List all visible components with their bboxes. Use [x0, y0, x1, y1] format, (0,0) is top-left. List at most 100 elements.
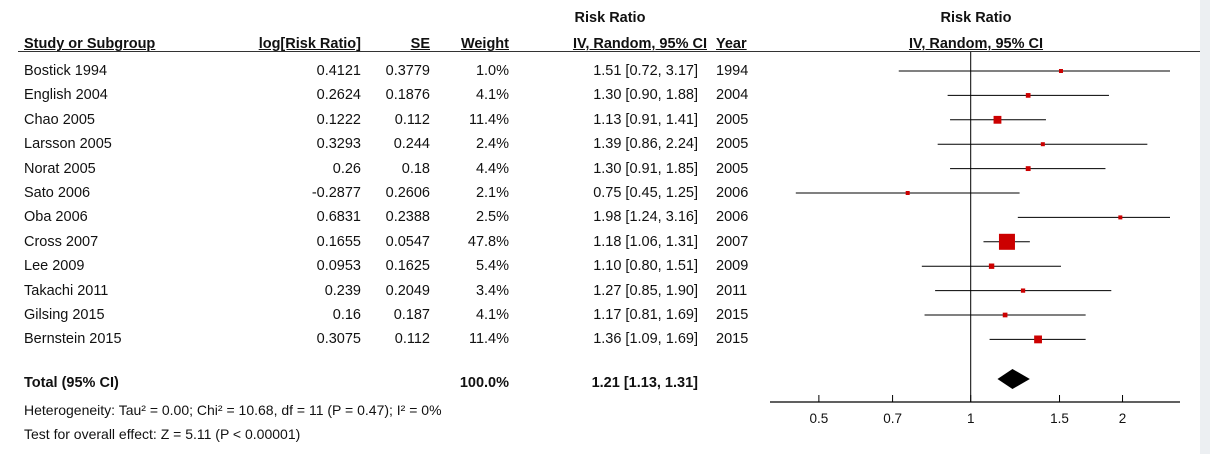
weight-value: 2.1%	[475, 185, 509, 201]
se-value: 0.2388	[385, 209, 430, 226]
x-tick-label: 1.5	[1050, 411, 1069, 426]
year-value: 2015	[716, 307, 749, 323]
se-value: 0.2606	[385, 185, 430, 201]
se-value: 0.3779	[385, 63, 430, 79]
se-value: 0.112	[394, 331, 430, 348]
log-risk-ratio-value: 0.3075	[316, 331, 361, 348]
year-value: 2006	[716, 185, 749, 201]
log-risk-ratio-value: 0.16	[332, 307, 361, 323]
header-rule	[18, 51, 1200, 52]
study-marker	[993, 115, 1002, 124]
study-name: Norat 2005	[24, 160, 96, 177]
study-marker	[1002, 312, 1008, 318]
study-marker	[1118, 215, 1123, 220]
ci-value: 1.13 [0.91, 1.41]	[593, 111, 698, 128]
year-value: 2004	[716, 87, 749, 104]
year-value: 1994	[716, 63, 749, 79]
study-name: Sato 2006	[24, 185, 91, 201]
se-value: 0.112	[394, 111, 430, 128]
weight-value: 11.4%	[468, 111, 509, 128]
ci-value: 1.30 [0.90, 1.88]	[593, 87, 698, 104]
log-risk-ratio-value: 0.4121	[316, 63, 361, 79]
ci-value: 0.75 [0.45, 1.25]	[593, 185, 698, 201]
ci-value: 1.39 [0.86, 2.24]	[593, 136, 698, 153]
column-header-log-risk-ratio: log[Risk Ratio]	[258, 36, 361, 52]
log-risk-ratio-value: 0.26	[332, 160, 361, 177]
study-name: Larsson 2005	[24, 136, 112, 153]
ci-value: 1.10 [0.80, 1.51]	[593, 258, 698, 275]
ci-value: 1.98 [1.24, 3.16]	[593, 209, 698, 226]
x-tick-label: 1	[967, 411, 975, 426]
se-value: 0.1625	[385, 258, 430, 275]
weight-value: 4.4%	[475, 160, 509, 177]
weight-value: 3.4%	[475, 282, 509, 299]
study-marker	[988, 263, 995, 269]
se-value: 0.187	[393, 307, 430, 323]
year-value: 2006	[716, 209, 749, 226]
se-value: 0.18	[401, 160, 430, 177]
log-risk-ratio-value: -0.2877	[311, 185, 361, 201]
ci-value: 1.27 [0.85, 1.90]	[593, 282, 698, 299]
year-value: 2007	[716, 233, 749, 250]
study-name: Bostick 1994	[24, 63, 108, 79]
heterogeneity-stats: Heterogeneity: Tau² = 0.00; Chi² = 10.68…	[24, 402, 442, 418]
overall-effect-stats: Test for overall effect: Z = 5.11 (P < 0…	[24, 426, 301, 442]
study-marker	[1034, 335, 1042, 344]
study-name: Lee 2009	[24, 258, 85, 275]
study-name: Chao 2005	[24, 111, 95, 128]
column-header-se: SE	[410, 36, 430, 52]
x-tick-label: 0.5	[809, 411, 828, 426]
column-header-weight: Weight	[460, 36, 509, 52]
weight-value: 5.4%	[475, 258, 509, 275]
x-tick-label: 0.7	[883, 411, 902, 426]
log-risk-ratio-value: 0.1222	[316, 111, 361, 128]
study-marker	[1025, 166, 1031, 172]
study-marker	[1058, 69, 1063, 73]
year-value: 2005	[716, 111, 749, 128]
study-marker	[905, 191, 910, 195]
study-name: Bernstein 2015	[24, 331, 122, 348]
pooled-diamond	[997, 369, 1030, 389]
log-risk-ratio-value: 0.3293	[316, 136, 361, 153]
weight-value: 1.0%	[475, 63, 509, 79]
weight-value: 47.8%	[467, 233, 509, 250]
page-edge	[1200, 0, 1210, 454]
study-marker	[1020, 288, 1026, 293]
study-name: Gilsing 2015	[24, 307, 105, 323]
weight-value: 2.4%	[475, 136, 509, 153]
ci-value: 1.51 [0.72, 3.17]	[593, 63, 698, 79]
log-risk-ratio-value: 0.6831	[316, 209, 361, 226]
year-value: 2009	[716, 258, 749, 275]
se-value: 0.244	[393, 136, 430, 153]
study-marker	[998, 233, 1015, 250]
total-ci: 1.21 [1.13, 1.31]	[591, 375, 698, 391]
study-name: Cross 2007	[24, 233, 99, 250]
weight-value: 4.1%	[475, 87, 509, 104]
study-name: English 2004	[24, 87, 108, 104]
se-value: 0.1876	[385, 87, 430, 104]
column-header-ci: IV, Random, 95% CI	[572, 36, 707, 52]
column-header-study: Study or Subgroup	[24, 36, 156, 52]
se-value: 0.0547	[385, 233, 430, 250]
ci-value: 1.18 [1.06, 1.31]	[593, 233, 698, 250]
log-risk-ratio-value: 0.1655	[316, 233, 361, 250]
ci-value: 1.36 [1.09, 1.69]	[593, 331, 698, 348]
risk-ratio-plot-group-header: Risk Ratio	[940, 10, 1012, 26]
study-marker	[1040, 142, 1045, 147]
study-name: Oba 2006	[24, 209, 88, 226]
x-tick-label: 2	[1119, 411, 1127, 426]
study-marker	[1025, 93, 1031, 98]
se-value: 0.2049	[385, 282, 430, 299]
total-weight: 100.0%	[459, 375, 509, 391]
year-value: 2011	[716, 282, 748, 299]
column-header-plot-ci: IV, Random, 95% CI	[908, 36, 1044, 52]
ci-value: 1.30 [0.91, 1.85]	[593, 160, 698, 177]
log-risk-ratio-value: 0.0953	[316, 258, 361, 275]
log-risk-ratio-value: 0.239	[324, 282, 361, 299]
column-header-year: Year	[716, 36, 747, 52]
ci-value: 1.17 [0.81, 1.69]	[593, 307, 698, 323]
weight-value: 2.5%	[475, 209, 509, 226]
year-value: 2015	[716, 331, 749, 348]
